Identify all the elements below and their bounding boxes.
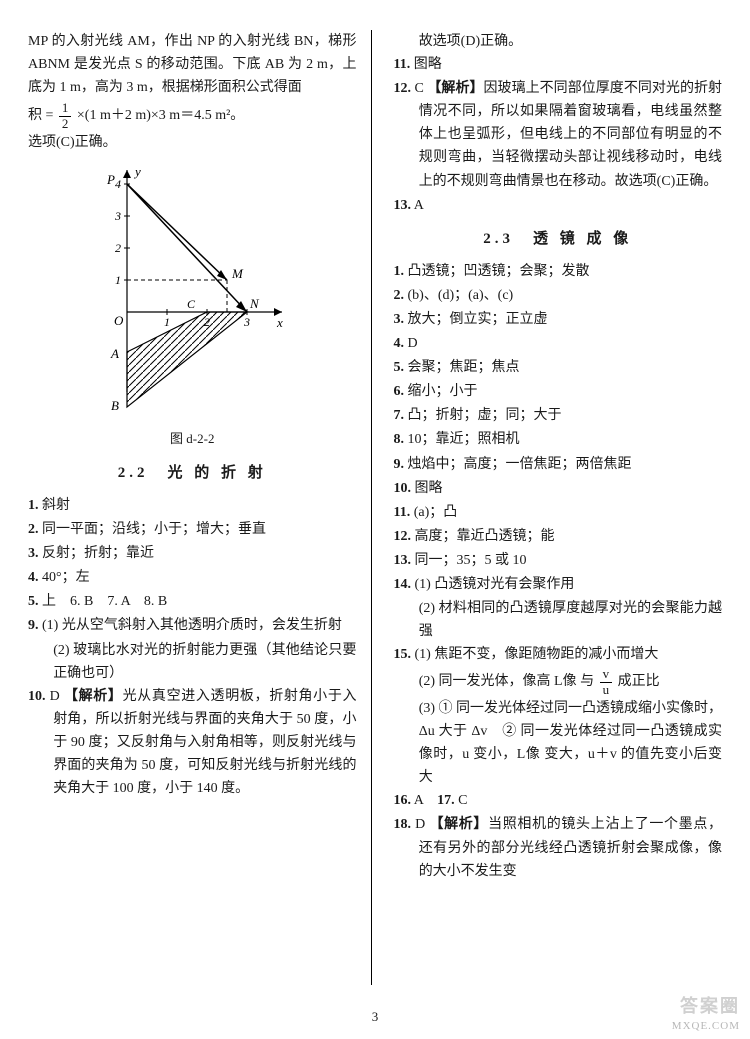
section-2-2-list: 1. 斜射 2. 同一平面；沿线；小于；增大；垂直 3. 反射；折射；靠近 4.… xyxy=(28,494,357,638)
q-10: 10. D 【解析】光从真空进入透明板，折射角小于入射角，所以折射光线与界面的夹… xyxy=(28,685,357,800)
svg-text:B: B xyxy=(111,398,119,413)
svg-text:1: 1 xyxy=(164,315,170,329)
q-item: 4. 40°；左 xyxy=(28,566,357,589)
q-13: 13. A xyxy=(394,194,723,217)
q-item: 9. 烛焰中；高度；一倍焦距；两倍焦距 xyxy=(394,453,723,476)
svg-text:N: N xyxy=(249,296,260,311)
svg-text:3: 3 xyxy=(243,315,250,329)
q-item: 10. 图略 xyxy=(394,477,723,500)
watermark: 答案圈 MXQE.COM xyxy=(672,995,740,1033)
svg-text:C: C xyxy=(187,297,196,311)
q-item: 6. 缩小；小于 xyxy=(394,380,723,403)
svg-text:P: P xyxy=(106,172,115,187)
watermark-logo: 答案圈 xyxy=(672,995,740,1018)
q-item: 3. 放大；倒立实；正立虚 xyxy=(394,308,723,331)
fraction-half: 1 2 xyxy=(59,101,72,131)
svg-text:2: 2 xyxy=(115,241,121,255)
q-9-sub2: (2) 玻璃比水对光的折射能力更强（其他结论只要正确也可） xyxy=(28,639,357,685)
q-10-list: 10. D 【解析】光从真空进入透明板，折射角小于入射角，所以折射光线与界面的夹… xyxy=(28,685,357,800)
tail-d: 故选项(D)正确。 xyxy=(394,30,723,53)
svg-text:y: y xyxy=(133,164,141,179)
figure-d-2-2: 1 2 3 4 1 2 3 xyxy=(87,162,297,422)
left-column: MP 的入射光线 AM，作出 NP 的入射光线 BN，梯形 ABNM 是发光点 … xyxy=(28,30,372,985)
q-item: 7. 凸；折射；虚；同；大于 xyxy=(394,404,723,427)
fraction-v-over-u: v u xyxy=(600,667,613,697)
watermark-url: MXQE.COM xyxy=(672,1019,740,1033)
q-item: 12. 高度；靠近凸透镜；能 xyxy=(394,525,723,548)
q-item: 8. 10；靠近；照相机 xyxy=(394,428,723,451)
q-item: 4. D xyxy=(394,332,723,355)
q-item: 2. (b)、(d)；(a)、(c) xyxy=(394,284,723,307)
right-list-top: 11. 图略 12. C 【解析】因玻璃上不同部位厚度不同对光的折射情况不同，所… xyxy=(394,53,723,217)
q-item: 1. 凸透镜；凹透镜；会聚；发散 xyxy=(394,260,723,283)
q-18: 18. D 【解析】当照相机的镜头上沾上了一个墨点，还有另外的部分光线经凸透镜折… xyxy=(394,813,723,882)
section-2-2-title: 2.2 光 的 折 射 xyxy=(28,461,357,482)
q-item: 11. (a)；凸 xyxy=(394,501,723,524)
q-item: 1. 斜射 xyxy=(28,494,357,517)
q-16-18-list: 16. A 17. C 18. D 【解析】当照相机的镜头上沾上了一个墨点，还有… xyxy=(394,789,723,882)
svg-text:3: 3 xyxy=(114,209,121,223)
svg-text:O: O xyxy=(114,313,124,328)
q-item: 13. 同一；35；5 或 10 xyxy=(394,549,723,572)
intro-paragraph: MP 的入射光线 AM，作出 NP 的入射光线 BN，梯形 ABNM 是发光点 … xyxy=(28,30,357,99)
intro-tail: 选项(C)正确。 xyxy=(28,131,357,154)
figure-caption: 图 d-2-2 xyxy=(28,428,357,447)
svg-text:A: A xyxy=(110,346,119,361)
section-2-3-title: 2.3 透 镜 成 像 xyxy=(394,227,723,248)
q-item: 5. 会聚；焦距；焦点 xyxy=(394,356,723,379)
formula-line: 积 = 1 2 ×(1 m＋2 m)×3 m＝4.5 m²。 xyxy=(28,101,357,131)
q-item: 3. 反射；折射；靠近 xyxy=(28,542,357,565)
q-12: 12. C 【解析】因玻璃上不同部位厚度不同对光的折射情况不同，所以如果隔着窗玻… xyxy=(394,77,723,192)
q-14: 14. (1) 凸透镜对光有会聚作用 xyxy=(394,573,723,596)
q-15-sub2: (2) 同一发光体，像高 L像 与 v u 成正比 xyxy=(394,667,723,697)
q-item: 5. 上 6. B 7. A 8. B xyxy=(28,590,357,613)
q-item: 2. 同一平面；沿线；小于；增大；垂直 xyxy=(28,518,357,541)
q-16-17: 16. A 17. C xyxy=(394,789,723,812)
q-9: 9. (1) 光从空气斜射入其他透明介质时，会发生折射 xyxy=(28,614,357,637)
q-15-list: 15. (1) 焦距不变，像距随物距的减小而增大 xyxy=(394,643,723,666)
q-15-sub3: (3) ① 同一发光体经过同一凸透镜成缩小实像时，Δu 大于 Δv ② 同一发光… xyxy=(394,697,723,789)
q-11: 11. 图略 xyxy=(394,53,723,76)
page-number: 3 xyxy=(372,1009,379,1025)
q-14-sub2: (2) 材料相同的凸透镜厚度越厚对光的会聚能力越强 xyxy=(394,597,723,643)
svg-text:4: 4 xyxy=(115,177,121,191)
svg-text:M: M xyxy=(231,266,244,281)
q-15: 15. (1) 焦距不变，像距随物距的减小而增大 xyxy=(394,643,723,666)
right-column: 故选项(D)正确。 11. 图略 12. C 【解析】因玻璃上不同部位厚度不同对… xyxy=(392,30,723,985)
section-2-3-list: 1. 凸透镜；凹透镜；会聚；发散 2. (b)、(d)；(a)、(c) 3. 放… xyxy=(394,260,723,596)
svg-text:1: 1 xyxy=(115,273,121,287)
svg-text:x: x xyxy=(276,315,283,330)
